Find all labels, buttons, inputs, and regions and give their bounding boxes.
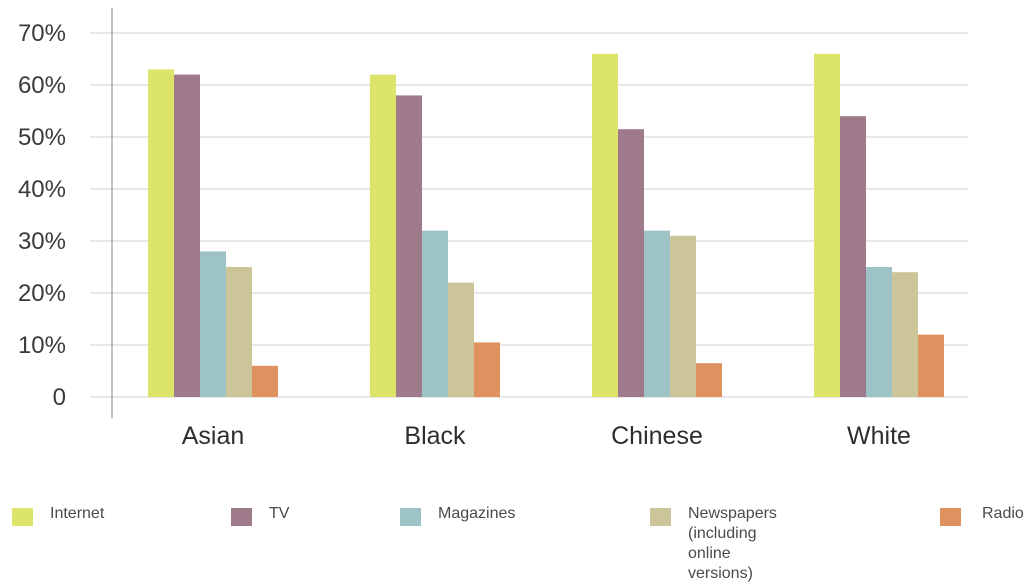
legend-swatch bbox=[940, 508, 961, 526]
y-tick-label: 70% bbox=[18, 20, 66, 47]
bar bbox=[252, 365, 278, 397]
x-category-label: Black bbox=[404, 422, 466, 450]
bar bbox=[200, 251, 226, 397]
y-tick-labels: 0 10% 20% 30% 40% 50% 60% 70% bbox=[18, 20, 66, 411]
bars bbox=[148, 53, 944, 398]
bar bbox=[592, 53, 618, 398]
bar bbox=[840, 116, 866, 397]
bar bbox=[918, 334, 944, 397]
x-category-label: Chinese bbox=[611, 422, 703, 450]
x-category-label: White bbox=[847, 422, 911, 450]
bar bbox=[644, 230, 670, 397]
y-tick-label: 10% bbox=[18, 332, 66, 359]
bar bbox=[226, 267, 252, 397]
y-tick-label: 0 bbox=[53, 384, 66, 411]
legend-label: Radio bbox=[982, 505, 1024, 522]
bar bbox=[892, 272, 918, 397]
y-tick-label: 20% bbox=[18, 280, 66, 307]
legend-label: Internet bbox=[50, 505, 105, 522]
bar bbox=[670, 235, 696, 397]
legend-swatch bbox=[231, 508, 252, 526]
bar bbox=[866, 267, 892, 397]
bar bbox=[422, 230, 448, 397]
legend-label: Magazines bbox=[438, 505, 516, 522]
bar bbox=[814, 53, 840, 398]
y-tick-label: 30% bbox=[18, 228, 66, 255]
x-category-label: Asian bbox=[182, 422, 245, 450]
legend-label: Newspapers (including online versions) bbox=[688, 505, 777, 582]
legend-label: TV bbox=[269, 505, 290, 522]
bar bbox=[370, 74, 396, 397]
bar bbox=[148, 69, 174, 398]
y-tick-label: 60% bbox=[18, 72, 66, 99]
legend-swatch bbox=[400, 508, 421, 526]
chart: 0 10% 20% 30% 40% 50% 60% 70% Asian Black Chinese… bbox=[18, 8, 968, 450]
category-labels: Asian Black Chinese White bbox=[182, 422, 911, 450]
bar bbox=[396, 95, 422, 398]
legend: Internet TV Magazines Newspapers (including… bbox=[0, 498, 1032, 582]
bar bbox=[618, 129, 644, 397]
bar bbox=[696, 363, 722, 397]
y-tick-label: 40% bbox=[18, 176, 66, 203]
bar bbox=[474, 342, 500, 397]
y-tick-label: 50% bbox=[18, 124, 66, 151]
legend-swatch bbox=[650, 508, 671, 526]
bar bbox=[448, 282, 474, 397]
bar bbox=[174, 74, 200, 397]
legend-swatch bbox=[12, 508, 33, 526]
